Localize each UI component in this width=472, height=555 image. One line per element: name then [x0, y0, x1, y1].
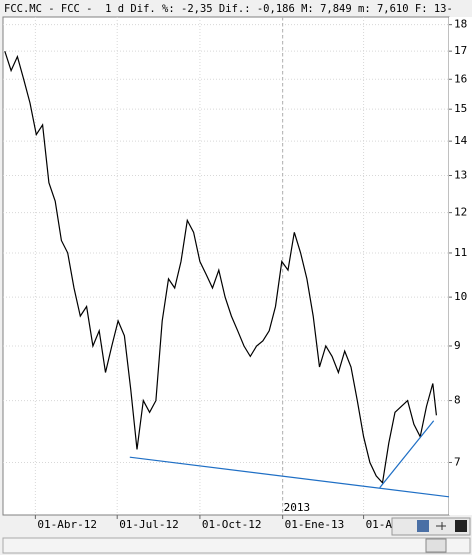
y-tick-label: 17	[454, 44, 467, 57]
price-line	[4, 51, 437, 485]
y-tick-label: 11	[454, 246, 467, 259]
x-tick-label: 01-Ene-13	[285, 518, 345, 531]
y-tick-label: 18	[454, 18, 467, 31]
scrollbar[interactable]	[2, 537, 471, 554]
scroll-track[interactable]	[2, 537, 471, 554]
y-tick-label: 15	[454, 102, 467, 115]
x-tick-label: 01-A	[366, 518, 393, 531]
y-tick-label: 13	[454, 169, 467, 182]
toolbar[interactable]	[391, 517, 471, 536]
y-tick-label: 9	[454, 339, 461, 352]
chart-title: FCC.MC - FCC - 1 d Dif. %: -2,35 Dif.: -…	[4, 3, 453, 15]
x-tick-label: 01-Jul-12	[119, 518, 179, 531]
y-tick-label: 8	[454, 394, 461, 407]
pin-icon[interactable]	[436, 522, 446, 530]
trendline	[129, 456, 450, 498]
y-tick-label: 7	[454, 455, 461, 468]
annotation: 2013	[284, 501, 311, 514]
y-tick-label: 12	[454, 206, 467, 219]
x-tick-label: 01-Abr-12	[37, 518, 97, 531]
plot-area	[2, 16, 450, 516]
toolbar-box	[391, 517, 471, 536]
y-axis-area	[449, 17, 472, 515]
close-icon[interactable]	[455, 520, 467, 532]
plot-layer: 7 8 9 10 11 12 13 14 15 16 17 18 01-Abr-12 01-Jul-12 0…	[3, 17, 468, 531]
save-icon[interactable]	[417, 520, 429, 532]
y-tick-label: 16	[454, 72, 467, 85]
y-tick-label: 14	[454, 134, 468, 147]
scroll-thumb[interactable]	[425, 538, 447, 553]
y-tick-label: 10	[454, 290, 467, 303]
x-tick-label: 01-Oct-12	[202, 518, 262, 531]
trendline	[379, 420, 435, 488]
